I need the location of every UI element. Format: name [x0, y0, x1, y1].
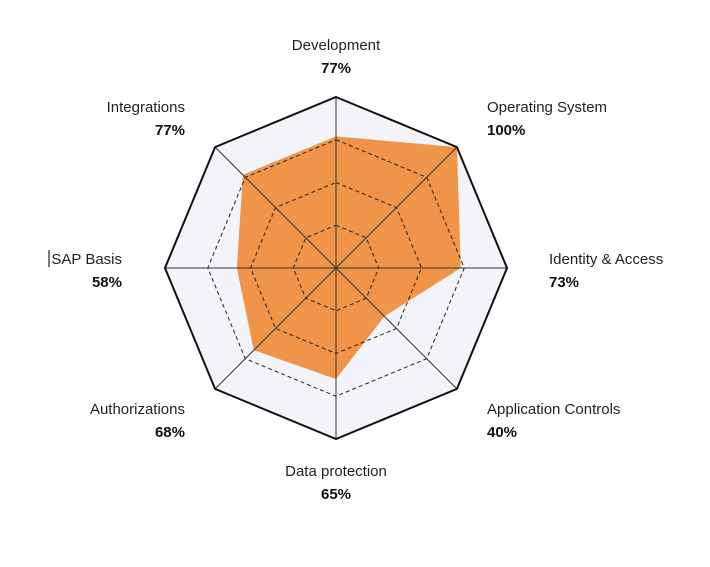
grid-ring-25 [292, 224, 380, 312]
axis-label: Integrations [107, 99, 185, 116]
value-label: 73% [549, 274, 579, 291]
axis-spoke [214, 267, 337, 390]
value-label: 77% [321, 60, 351, 77]
value-label: 68% [155, 424, 185, 441]
outer-ring [163, 95, 509, 441]
value-label: 65% [321, 486, 351, 503]
axis-label: Identity & Access [549, 251, 663, 268]
axis-spoke [335, 146, 458, 269]
axis-label: Application Controls [487, 401, 620, 418]
axis-label: Operating System [487, 99, 607, 116]
value-label: 100% [487, 122, 525, 139]
axis-label: Authorizations [90, 401, 185, 418]
axis-label: SAP Basis [51, 251, 122, 268]
axis-label: Development [292, 37, 381, 54]
axis-spoke [335, 267, 458, 390]
value-label: 40% [487, 424, 517, 441]
axis-spoke [214, 146, 337, 269]
data-area [236, 136, 461, 380]
axis-label: Data protection [285, 463, 387, 480]
value-label: 77% [155, 122, 185, 139]
value-label: 58% [92, 274, 122, 291]
